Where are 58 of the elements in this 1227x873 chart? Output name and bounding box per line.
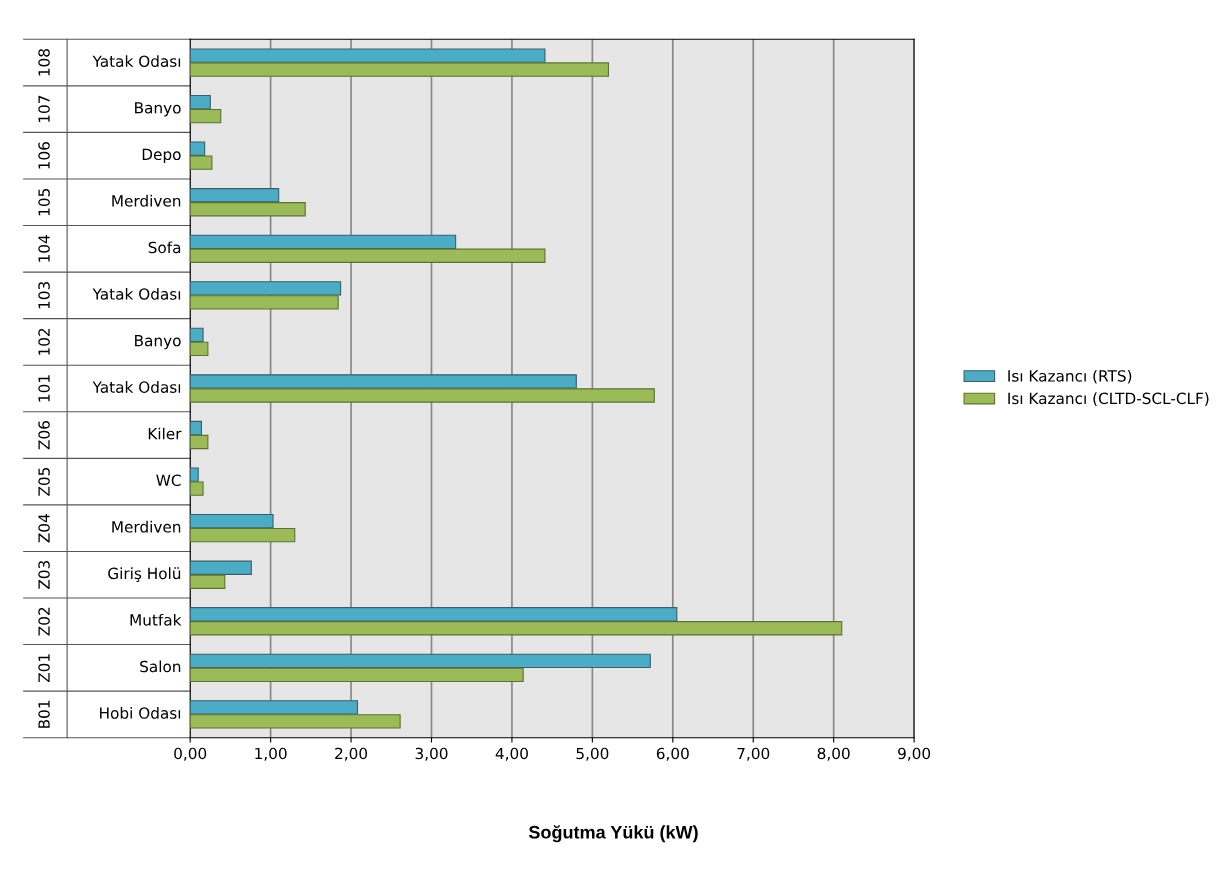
legend-label: Isı Kazancı (CLTD-SCL-CLF) — [1008, 392, 1209, 406]
bar — [190, 327, 204, 343]
bar — [190, 94, 211, 110]
category-label: 101 Yatak Odası — [38, 375, 181, 402]
bar — [190, 467, 199, 482]
legend-label: Isı Kazancı (RTS) — [1008, 369, 1132, 384]
category-label: Z01 Salon — [38, 654, 181, 683]
x-tick-label: 1,00 — [255, 747, 287, 761]
bar — [190, 108, 222, 124]
x-tick-label: 4,00 — [495, 747, 528, 761]
bar — [190, 388, 655, 403]
bar — [190, 714, 401, 729]
bar — [190, 248, 546, 263]
bar — [190, 155, 213, 170]
category-label: 106 Depo — [38, 142, 181, 169]
bar — [190, 341, 209, 357]
bar — [190, 607, 678, 622]
bar — [190, 653, 651, 669]
bar — [190, 700, 359, 715]
x-tick-label: 8,00 — [817, 747, 850, 761]
category-label: Z05 WC — [38, 467, 181, 496]
bar — [190, 527, 296, 543]
bar — [190, 62, 610, 77]
category-label: Z06 Kiler — [38, 421, 182, 450]
x-tick-label: 7,00 — [737, 747, 770, 761]
bar — [190, 234, 457, 250]
category-label: 105 Merdiven — [38, 189, 181, 216]
bar — [190, 434, 209, 450]
x-tick-label: 5,00 — [576, 747, 609, 761]
x-tick-label: 0,00 — [174, 747, 207, 761]
category-label: 102 Banyo — [38, 328, 181, 355]
x-tick-label: 3,00 — [415, 747, 448, 761]
bar — [190, 295, 339, 310]
x-tick-label: 6,00 — [656, 747, 689, 761]
bar — [190, 574, 226, 589]
bar — [190, 667, 524, 683]
bar — [190, 141, 206, 156]
bar — [190, 420, 203, 436]
category-label: 104 Sofa — [38, 235, 181, 262]
x-axis-title: Soğutma Yükü (kW) — [528, 825, 698, 843]
category-label: Z02 Mutfak — [38, 607, 182, 636]
x-tick-label: 9,00 — [898, 747, 931, 761]
bar — [190, 560, 252, 575]
bar — [190, 48, 546, 63]
bar — [190, 281, 342, 296]
x-tick-label: 2,00 — [335, 747, 368, 761]
category-label: B01 Hobi Odası — [38, 700, 181, 728]
bar — [190, 374, 577, 389]
bar — [190, 202, 306, 217]
bar — [190, 513, 274, 529]
bar — [190, 188, 280, 203]
category-label: 107 Banyo — [38, 95, 181, 123]
category-label: Z03 Giriş Holü — [38, 561, 181, 589]
bar — [190, 481, 204, 496]
category-label: 103 Yatak Odası — [38, 282, 181, 309]
category-label: 108 Yatak Odası — [38, 49, 181, 76]
category-label: Z04 Merdiven — [38, 514, 181, 543]
bar — [190, 621, 843, 636]
